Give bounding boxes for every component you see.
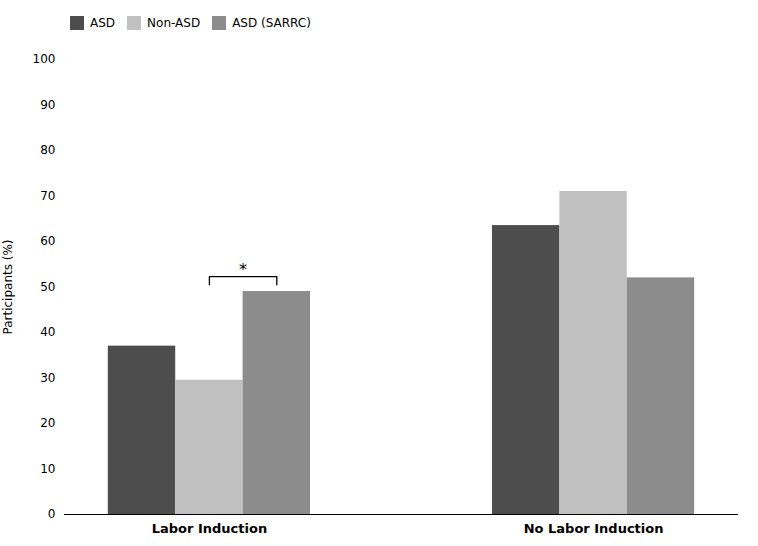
svg-text:70: 70	[40, 189, 55, 203]
svg-text:Labor Induction: Labor Induction	[152, 521, 267, 536]
svg-text:100: 100	[33, 52, 56, 66]
html-text:ASD (SARRC): ASD (SARRC)	[232, 15, 311, 30]
svg-text:20: 20	[40, 416, 55, 430]
svg-text:No Labor Induction: No Labor Induction	[524, 521, 664, 536]
svg-text:30: 30	[40, 371, 55, 385]
svg-text:10: 10	[40, 462, 55, 476]
svg-text:80: 80	[40, 143, 55, 157]
svg-text:*: *	[239, 260, 247, 279]
svg-text:90: 90	[40, 98, 55, 112]
html-text:ASD: ASD	[90, 15, 116, 30]
svg-text:50: 50	[40, 280, 55, 294]
svg-text:0: 0	[48, 507, 56, 521]
svg-text:40: 40	[40, 325, 55, 339]
svg-text:60: 60	[40, 234, 55, 248]
html-text:Non-ASD: Non-ASD	[147, 15, 201, 30]
svg-text:Participants (%): Participants (%)	[1, 239, 15, 334]
